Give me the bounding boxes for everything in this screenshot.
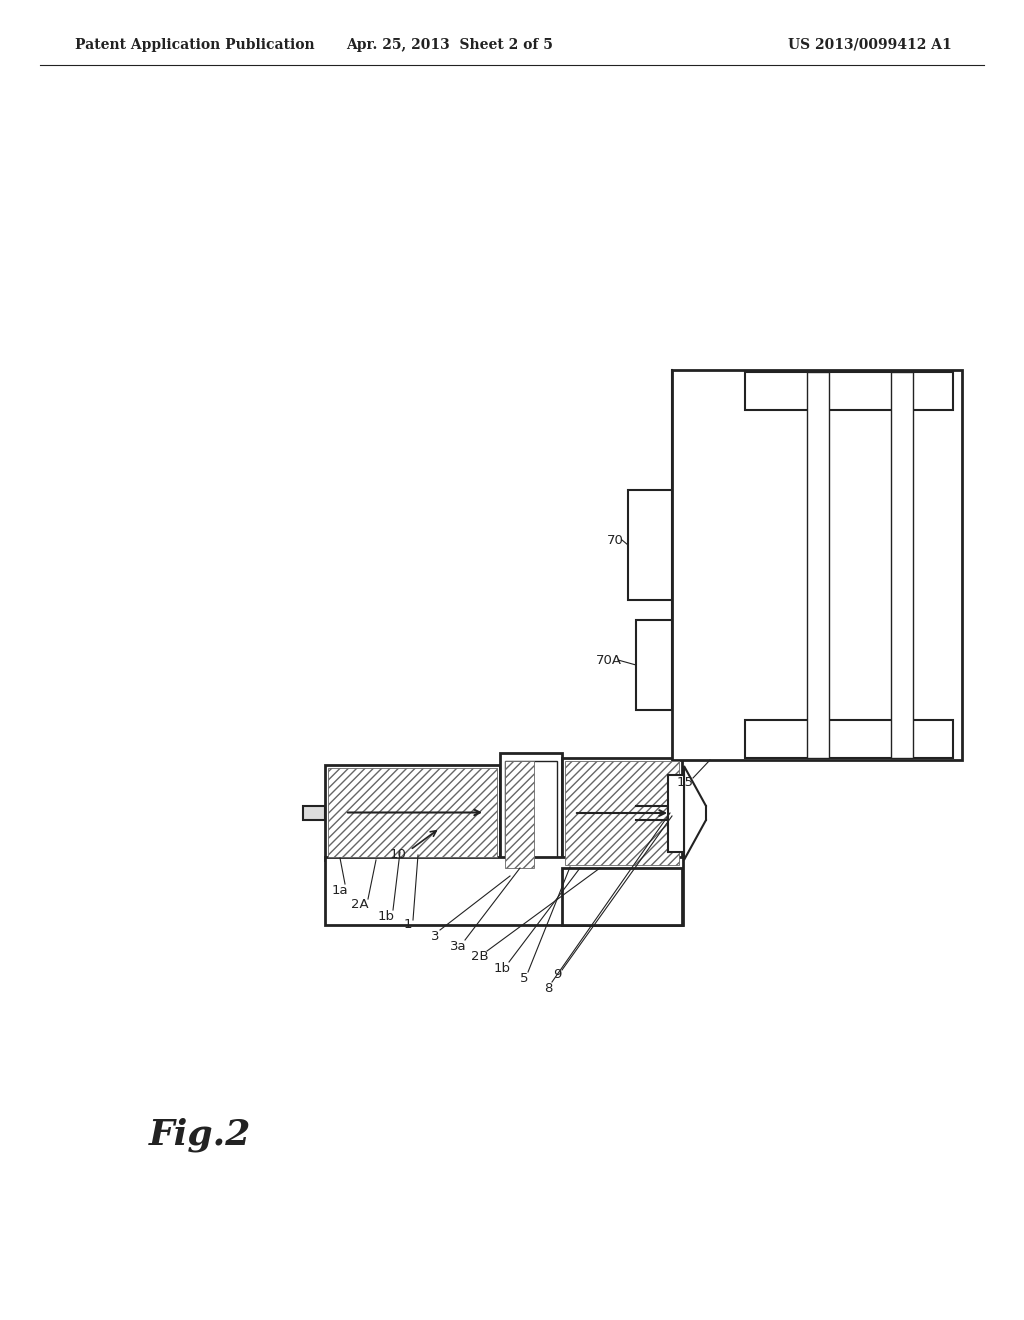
Polygon shape [684, 766, 706, 861]
Text: 70A: 70A [596, 653, 622, 667]
Text: 1: 1 [403, 919, 413, 932]
Bar [328, 768, 497, 857]
Bar [628, 490, 672, 601]
Text: 1b: 1b [378, 909, 394, 923]
Text: 8: 8 [544, 982, 552, 994]
Text: 3: 3 [431, 929, 439, 942]
Bar [744, 719, 953, 758]
Text: 1b: 1b [494, 961, 511, 974]
Text: Apr. 25, 2013  Sheet 2 of 5: Apr. 25, 2013 Sheet 2 of 5 [346, 38, 553, 51]
Text: US 2013/0099412 A1: US 2013/0099412 A1 [788, 38, 952, 51]
Text: Patent Application Publication: Patent Application Publication [75, 38, 314, 51]
Bar [303, 805, 325, 820]
Bar [744, 372, 953, 411]
Text: 10: 10 [389, 849, 407, 862]
Text: 1a: 1a [332, 883, 348, 896]
Bar [505, 762, 534, 869]
Bar [325, 766, 500, 861]
Bar [325, 857, 683, 925]
Text: 9: 9 [553, 969, 561, 982]
Bar [500, 752, 562, 876]
Bar [807, 372, 829, 758]
Bar [565, 762, 679, 865]
Bar [505, 762, 557, 869]
Bar [562, 758, 682, 869]
Text: Fig.2: Fig.2 [148, 1118, 251, 1152]
Text: 3a: 3a [450, 940, 466, 953]
Text: 15: 15 [677, 776, 693, 789]
Bar [636, 620, 672, 710]
Text: 2A: 2A [351, 899, 369, 912]
Bar [672, 370, 962, 760]
Bar [891, 372, 912, 758]
Text: 5: 5 [520, 972, 528, 985]
Text: 70: 70 [606, 533, 624, 546]
Text: 2B: 2B [471, 950, 488, 964]
Bar [668, 775, 684, 851]
Bar [562, 869, 682, 925]
